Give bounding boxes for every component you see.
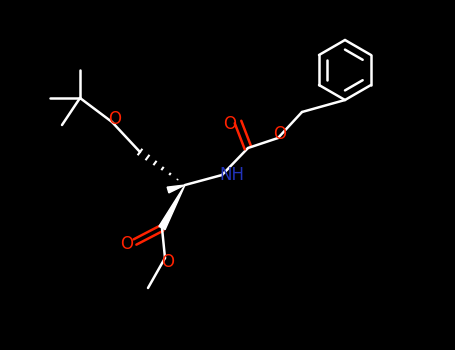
Text: NH: NH: [219, 166, 244, 184]
Text: O: O: [223, 115, 237, 133]
Polygon shape: [159, 185, 185, 230]
Text: O: O: [273, 125, 287, 143]
Polygon shape: [167, 185, 185, 193]
Text: O: O: [108, 110, 121, 128]
Text: O: O: [121, 235, 133, 253]
Text: O: O: [162, 253, 175, 271]
